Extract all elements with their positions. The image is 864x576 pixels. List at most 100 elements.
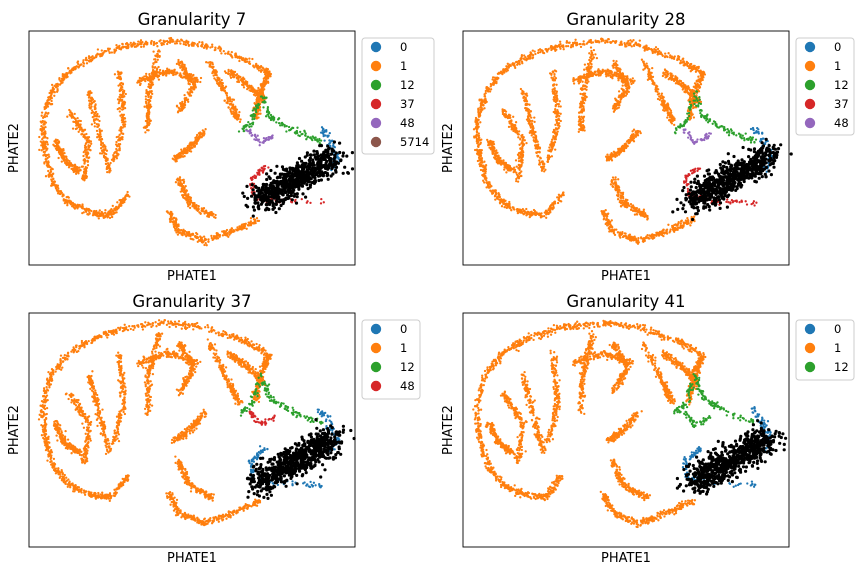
scatter-point [277, 117, 281, 120]
scatter-point [39, 128, 42, 131]
scatter-point [291, 183, 295, 187]
scatter-point [115, 157, 119, 160]
scatter-point [484, 165, 487, 169]
scatter-point [267, 115, 270, 118]
scatter-point [147, 85, 150, 88]
scatter-point [339, 159, 343, 163]
scatter-point [182, 107, 185, 110]
scatter-point [100, 129, 103, 132]
scatter-point [239, 118, 242, 121]
scatter-point [45, 101, 48, 104]
scatter-point [513, 65, 516, 68]
scatter-point [50, 175, 54, 178]
scatter-point [307, 167, 311, 171]
scatter-point [532, 211, 535, 215]
scatter-point [239, 79, 243, 82]
scatter-point [179, 72, 182, 75]
scatter-point [76, 205, 79, 208]
scatter-point [251, 123, 255, 126]
scatter-point [191, 74, 194, 78]
panel-title: Granularity 28 [566, 10, 685, 29]
scatter-point [87, 136, 91, 139]
scatter-point [326, 177, 330, 181]
scatter-point [183, 93, 186, 97]
scatter-point [234, 107, 237, 110]
scatter-point [44, 175, 48, 178]
scatter-point [179, 42, 182, 45]
scatter-point [586, 41, 590, 44]
scatter-point [533, 50, 536, 53]
scatter-point [41, 119, 44, 123]
scatter-point [83, 128, 87, 131]
scatter-point [213, 215, 216, 219]
scatter-point [480, 156, 484, 160]
scatter-point [89, 107, 92, 110]
scatter-point [313, 137, 316, 140]
scatter-point [505, 65, 509, 68]
scatter-point [255, 110, 258, 114]
scatter-point [325, 171, 329, 175]
scatter-point [257, 204, 261, 208]
scatter-point [223, 232, 227, 236]
scatter-point [503, 71, 506, 74]
scatter-point [261, 89, 264, 92]
scatter-point [334, 168, 338, 172]
scatter-point [44, 130, 47, 134]
scatter-point [181, 63, 184, 66]
scatter-point [277, 207, 281, 211]
scatter-point [270, 117, 273, 120]
scatter-point [94, 107, 97, 110]
scatter-point [255, 138, 259, 142]
scatter-point [288, 170, 292, 174]
scatter-point [673, 55, 676, 58]
scatter-point [139, 82, 142, 85]
scatter-point [146, 99, 149, 102]
scatter-point [183, 148, 186, 152]
scatter-point [214, 213, 217, 217]
scatter-point [185, 98, 189, 102]
scatter-point [197, 205, 200, 208]
scatter-point [146, 43, 149, 46]
scatter-point [692, 67, 696, 70]
legend-marker [370, 60, 382, 72]
scatter-point [143, 75, 146, 78]
scatter-point [199, 235, 202, 238]
scatter-point [600, 37, 603, 40]
scatter-point [53, 94, 56, 97]
scatter-point [316, 167, 320, 171]
scatter-point [126, 193, 129, 196]
scatter-point [199, 76, 203, 80]
scatter-point [49, 94, 53, 97]
scatter-point [38, 148, 41, 152]
scatter-point [256, 95, 260, 98]
scatter-point [79, 169, 82, 172]
scatter-point [253, 184, 258, 188]
scatter-point [190, 44, 194, 47]
scatter-point [315, 156, 320, 160]
scatter-point [231, 72, 235, 76]
scatter-point [58, 149, 61, 152]
scatter-point [150, 39, 153, 43]
scatter-point [263, 100, 266, 103]
scatter-point [249, 217, 253, 220]
scatter-point [174, 156, 177, 159]
scatter-point [127, 43, 130, 46]
scatter-point [244, 222, 247, 225]
scatter-point [158, 68, 162, 72]
scatter-point [86, 164, 90, 167]
scatter-point [279, 124, 282, 127]
scatter-point [273, 190, 277, 194]
scatter-point [121, 135, 124, 139]
scatter-point [317, 164, 321, 168]
scatter-point [261, 86, 264, 90]
scatter-point [204, 128, 207, 131]
scatter-point [229, 108, 232, 111]
scatter-point [271, 136, 274, 140]
scatter-point [508, 63, 511, 66]
scatter-point [67, 196, 70, 199]
scatter-point [257, 207, 261, 211]
scatter-point [174, 219, 178, 222]
scatter-point [195, 139, 198, 143]
scatter-point [115, 211, 118, 214]
